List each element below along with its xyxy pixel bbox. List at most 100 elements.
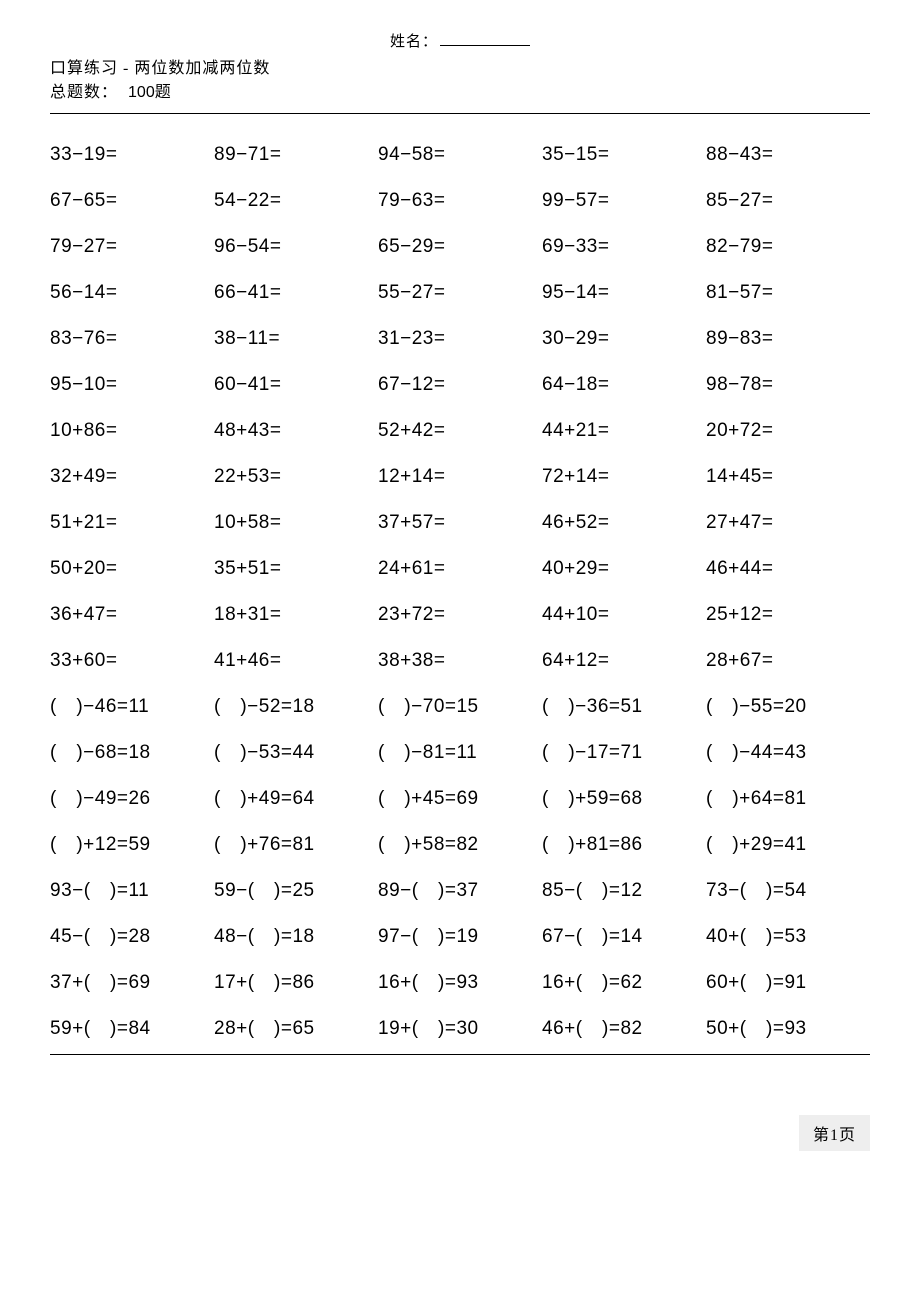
problem-cell: 56−14= (50, 282, 214, 304)
problem-cell: 18+31= (214, 604, 378, 626)
problem-cell: 48+43= (214, 420, 378, 442)
problem-cell: 95−10= (50, 374, 214, 396)
problem-cell: 45−( )=28 (50, 926, 214, 948)
problem-cell: 60+( )=91 (706, 972, 870, 994)
problem-cell: 54−22= (214, 190, 378, 212)
problem-cell: ( )+45=69 (378, 788, 542, 810)
problem-cell: 44+10= (542, 604, 706, 626)
problem-cell: 99−57= (542, 190, 706, 212)
problem-cell: ( )+49=64 (214, 788, 378, 810)
problem-cell: ( )−53=44 (214, 742, 378, 764)
problem-cell: 60−41= (214, 374, 378, 396)
bottom-divider (50, 1054, 870, 1055)
problem-cell: 48−( )=18 (214, 926, 378, 948)
problem-cell: 32+49= (50, 466, 214, 488)
problem-cell: ( )−81=11 (378, 742, 542, 764)
problem-cell: 14+45= (706, 466, 870, 488)
problem-cell: 38+38= (378, 650, 542, 672)
problem-cell: 79−63= (378, 190, 542, 212)
problem-cell: 64+12= (542, 650, 706, 672)
problem-cell: 24+61= (378, 558, 542, 580)
problem-cell: ( )−52=18 (214, 696, 378, 718)
problem-cell: 28+( )=65 (214, 1018, 378, 1040)
problem-cell: 10+58= (214, 512, 378, 534)
problem-cell: 55−27= (378, 282, 542, 304)
problem-cell: 50+( )=93 (706, 1018, 870, 1040)
problem-cell: 41+46= (214, 650, 378, 672)
problem-cell: ( )−36=51 (542, 696, 706, 718)
problem-cell: ( )+81=86 (542, 834, 706, 856)
problem-cell: 94−58= (378, 144, 542, 166)
problem-cell: 35−15= (542, 144, 706, 166)
top-divider (50, 113, 870, 114)
problem-cell: 67−( )=14 (542, 926, 706, 948)
problem-cell: 30−29= (542, 328, 706, 350)
worksheet-page: 姓名： 口算练习 - 两位数加减两位数 总题数： 100题 33−19=89−7… (0, 0, 920, 1191)
problem-cell: 37+57= (378, 512, 542, 534)
problem-cell: 25+12= (706, 604, 870, 626)
problem-cell: 37+( )=69 (50, 972, 214, 994)
problem-cell: 50+20= (50, 558, 214, 580)
problem-cell: 33−19= (50, 144, 214, 166)
problem-cell: 59−( )=25 (214, 880, 378, 902)
page-number: 第1页 (799, 1115, 870, 1151)
problem-cell: 51+21= (50, 512, 214, 534)
problem-cell: 85−27= (706, 190, 870, 212)
problem-cell: 19+( )=30 (378, 1018, 542, 1040)
problem-cell: 44+21= (542, 420, 706, 442)
problem-cell: ( )+29=41 (706, 834, 870, 856)
problem-cell: 89−71= (214, 144, 378, 166)
title-line-2: 总题数： 100题 (50, 81, 870, 105)
title-line-1: 口算练习 - 两位数加减两位数 (50, 57, 870, 81)
problem-cell: 96−54= (214, 236, 378, 258)
problem-cell: ( )−46=11 (50, 696, 214, 718)
problem-cell: 46+44= (706, 558, 870, 580)
problem-cell: 16+( )=62 (542, 972, 706, 994)
total-label: 总题数： (50, 84, 118, 101)
problem-cell: 67−12= (378, 374, 542, 396)
problem-cell: 23+72= (378, 604, 542, 626)
problem-cell: 17+( )=86 (214, 972, 378, 994)
name-label: 姓名： (390, 34, 438, 50)
problem-cell: 22+53= (214, 466, 378, 488)
problem-cell: 97−( )=19 (378, 926, 542, 948)
problem-cell: 28+67= (706, 650, 870, 672)
problem-cell: ( )+64=81 (706, 788, 870, 810)
problem-cell: 10+86= (50, 420, 214, 442)
problem-cell: 33+60= (50, 650, 214, 672)
name-field: 姓名： (50, 30, 870, 51)
problem-cell: 69−33= (542, 236, 706, 258)
problem-cell: ( )−55=20 (706, 696, 870, 718)
problem-cell: 46+( )=82 (542, 1018, 706, 1040)
problem-cell: 66−41= (214, 282, 378, 304)
name-underline (440, 45, 530, 46)
problem-cell: 64−18= (542, 374, 706, 396)
problem-cell: 89−83= (706, 328, 870, 350)
footer: 第1页 (50, 1115, 870, 1151)
problem-cell: 20+72= (706, 420, 870, 442)
problem-cell: ( )−49=26 (50, 788, 214, 810)
problem-cell: 95−14= (542, 282, 706, 304)
problem-grid: 33−19=89−71=94−58=35−15=88−43= 67−65=54−2… (50, 144, 870, 1040)
problem-cell: 67−65= (50, 190, 214, 212)
problem-cell: 65−29= (378, 236, 542, 258)
problem-cell: 31−23= (378, 328, 542, 350)
problem-cell: 83−76= (50, 328, 214, 350)
problem-cell: 52+42= (378, 420, 542, 442)
problem-cell: 40+( )=53 (706, 926, 870, 948)
problem-cell: 16+( )=93 (378, 972, 542, 994)
problem-cell: 72+14= (542, 466, 706, 488)
problem-cell: ( )−44=43 (706, 742, 870, 764)
problem-cell: 88−43= (706, 144, 870, 166)
total-count: 100题 (128, 84, 171, 101)
problem-cell: ( )+76=81 (214, 834, 378, 856)
problem-cell: 89−( )=37 (378, 880, 542, 902)
problem-cell: 59+( )=84 (50, 1018, 214, 1040)
problem-cell: 35+51= (214, 558, 378, 580)
problem-cell: ( )+12=59 (50, 834, 214, 856)
problem-cell: ( )+58=82 (378, 834, 542, 856)
problem-cell: 38−11= (214, 328, 378, 350)
problem-cell: 36+47= (50, 604, 214, 626)
problem-cell: 40+29= (542, 558, 706, 580)
problem-cell: 82−79= (706, 236, 870, 258)
